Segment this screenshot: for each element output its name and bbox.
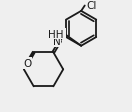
Text: N: N	[53, 37, 61, 47]
Text: O: O	[23, 59, 32, 68]
Text: N: N	[57, 29, 65, 39]
Text: HH: HH	[48, 29, 64, 39]
Text: Cl: Cl	[87, 1, 97, 11]
